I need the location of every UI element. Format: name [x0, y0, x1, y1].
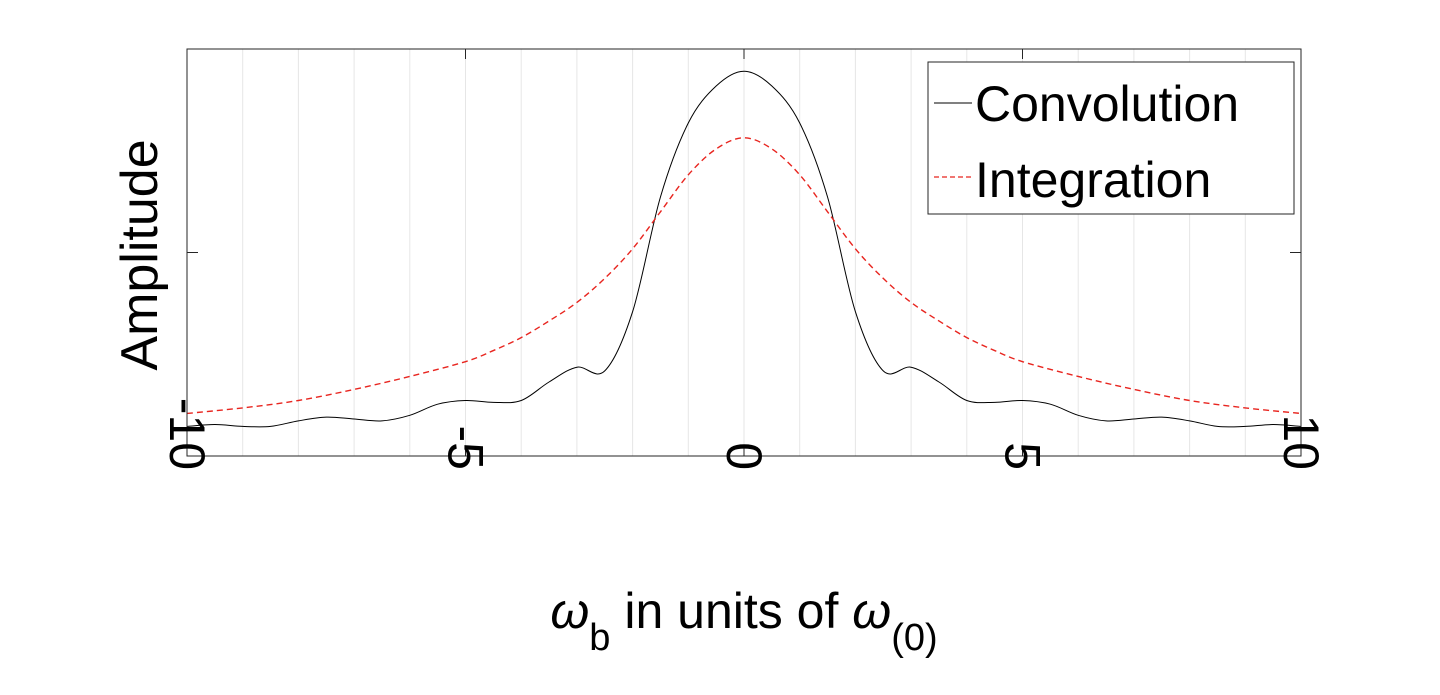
ticks [186, 49, 1302, 456]
x-tick-label: 5 [995, 442, 1051, 470]
x-tick-label: 0 [716, 442, 772, 470]
x-axis-label: ωb in units of ω(0) [550, 583, 937, 659]
legend-label-integration: Integration [975, 152, 1211, 208]
x-label-sub-b: b [589, 617, 610, 659]
y-axis-label: Amplitude [111, 139, 169, 370]
series-line-convolution [186, 70, 1302, 428]
x-label-middle: in units of [610, 583, 852, 639]
x-label-omega-0: ω [852, 583, 891, 639]
x-label-sub-0: (0) [891, 617, 937, 659]
x-tick-labels: -10 -5 0 5 10 [159, 398, 1329, 470]
legend-box [927, 61, 1295, 215]
series-line-integration [186, 137, 1302, 415]
grid [242, 49, 1246, 456]
series-layer [186, 70, 1302, 428]
x-tick-label: -5 [438, 426, 494, 470]
legend: Convolution Integration [927, 61, 1295, 215]
x-tick-label: -10 [159, 398, 215, 470]
legend-label-convolution: Convolution [975, 76, 1239, 132]
x-tick-label: 10 [1273, 414, 1329, 470]
x-label-omega-b: ω [550, 583, 589, 639]
